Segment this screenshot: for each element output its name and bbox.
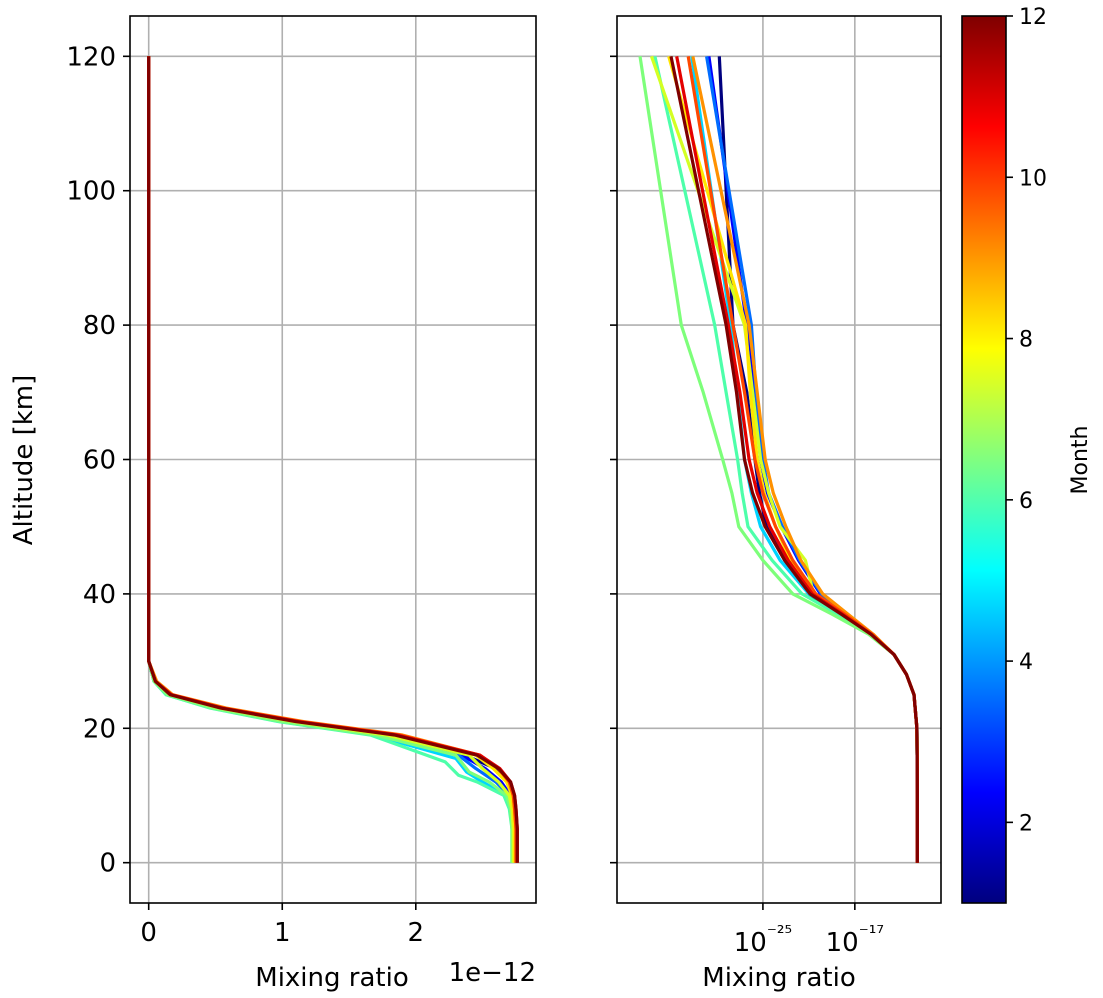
- colorbar-tick-label: 12: [1019, 5, 1047, 30]
- y-tick-label: 60: [83, 446, 116, 476]
- right-x-axis-label: Mixing ratio: [702, 963, 855, 993]
- colorbar-tick-label: 10: [1019, 166, 1047, 191]
- x-scale-multiplier: 1e−12: [449, 958, 536, 988]
- x-tick-label: 2: [408, 918, 425, 948]
- y-tick-label: 80: [83, 311, 116, 341]
- colorbar-label: Month: [1068, 426, 1093, 495]
- series-line-month-12: [669, 55, 919, 863]
- colorbar-tick-label: 4: [1019, 650, 1033, 675]
- colorbar: 2 4 6 8 10 12 Month: [961, 5, 1093, 904]
- y-tick-label: 120: [66, 42, 116, 72]
- y-axis-label: Altitude [km]: [9, 375, 39, 546]
- colorbar-tick-label: 8: [1019, 328, 1033, 353]
- x-tick-label: 10⁻¹⁷: [826, 922, 884, 958]
- y-tick-label: 20: [83, 714, 116, 744]
- x-tick-label: 10⁻²⁵: [734, 922, 792, 958]
- y-tick-label: 40: [83, 580, 116, 610]
- x-tick-label: 1: [274, 918, 291, 948]
- colorbar-tick-label: 6: [1019, 489, 1033, 514]
- colorbar-tick-label: 2: [1019, 811, 1033, 836]
- colorbar-gradient: [961, 15, 1007, 904]
- right-panel: 10⁻²⁵ 10⁻¹⁷ Mixing ratio: [610, 15, 942, 993]
- y-tick-label: 0: [99, 849, 116, 879]
- x-tick-label: 0: [140, 918, 157, 948]
- y-tick-label: 100: [66, 177, 116, 207]
- left-x-axis-label: Mixing ratio: [255, 963, 408, 993]
- series-line-month-12: [147, 56, 519, 863]
